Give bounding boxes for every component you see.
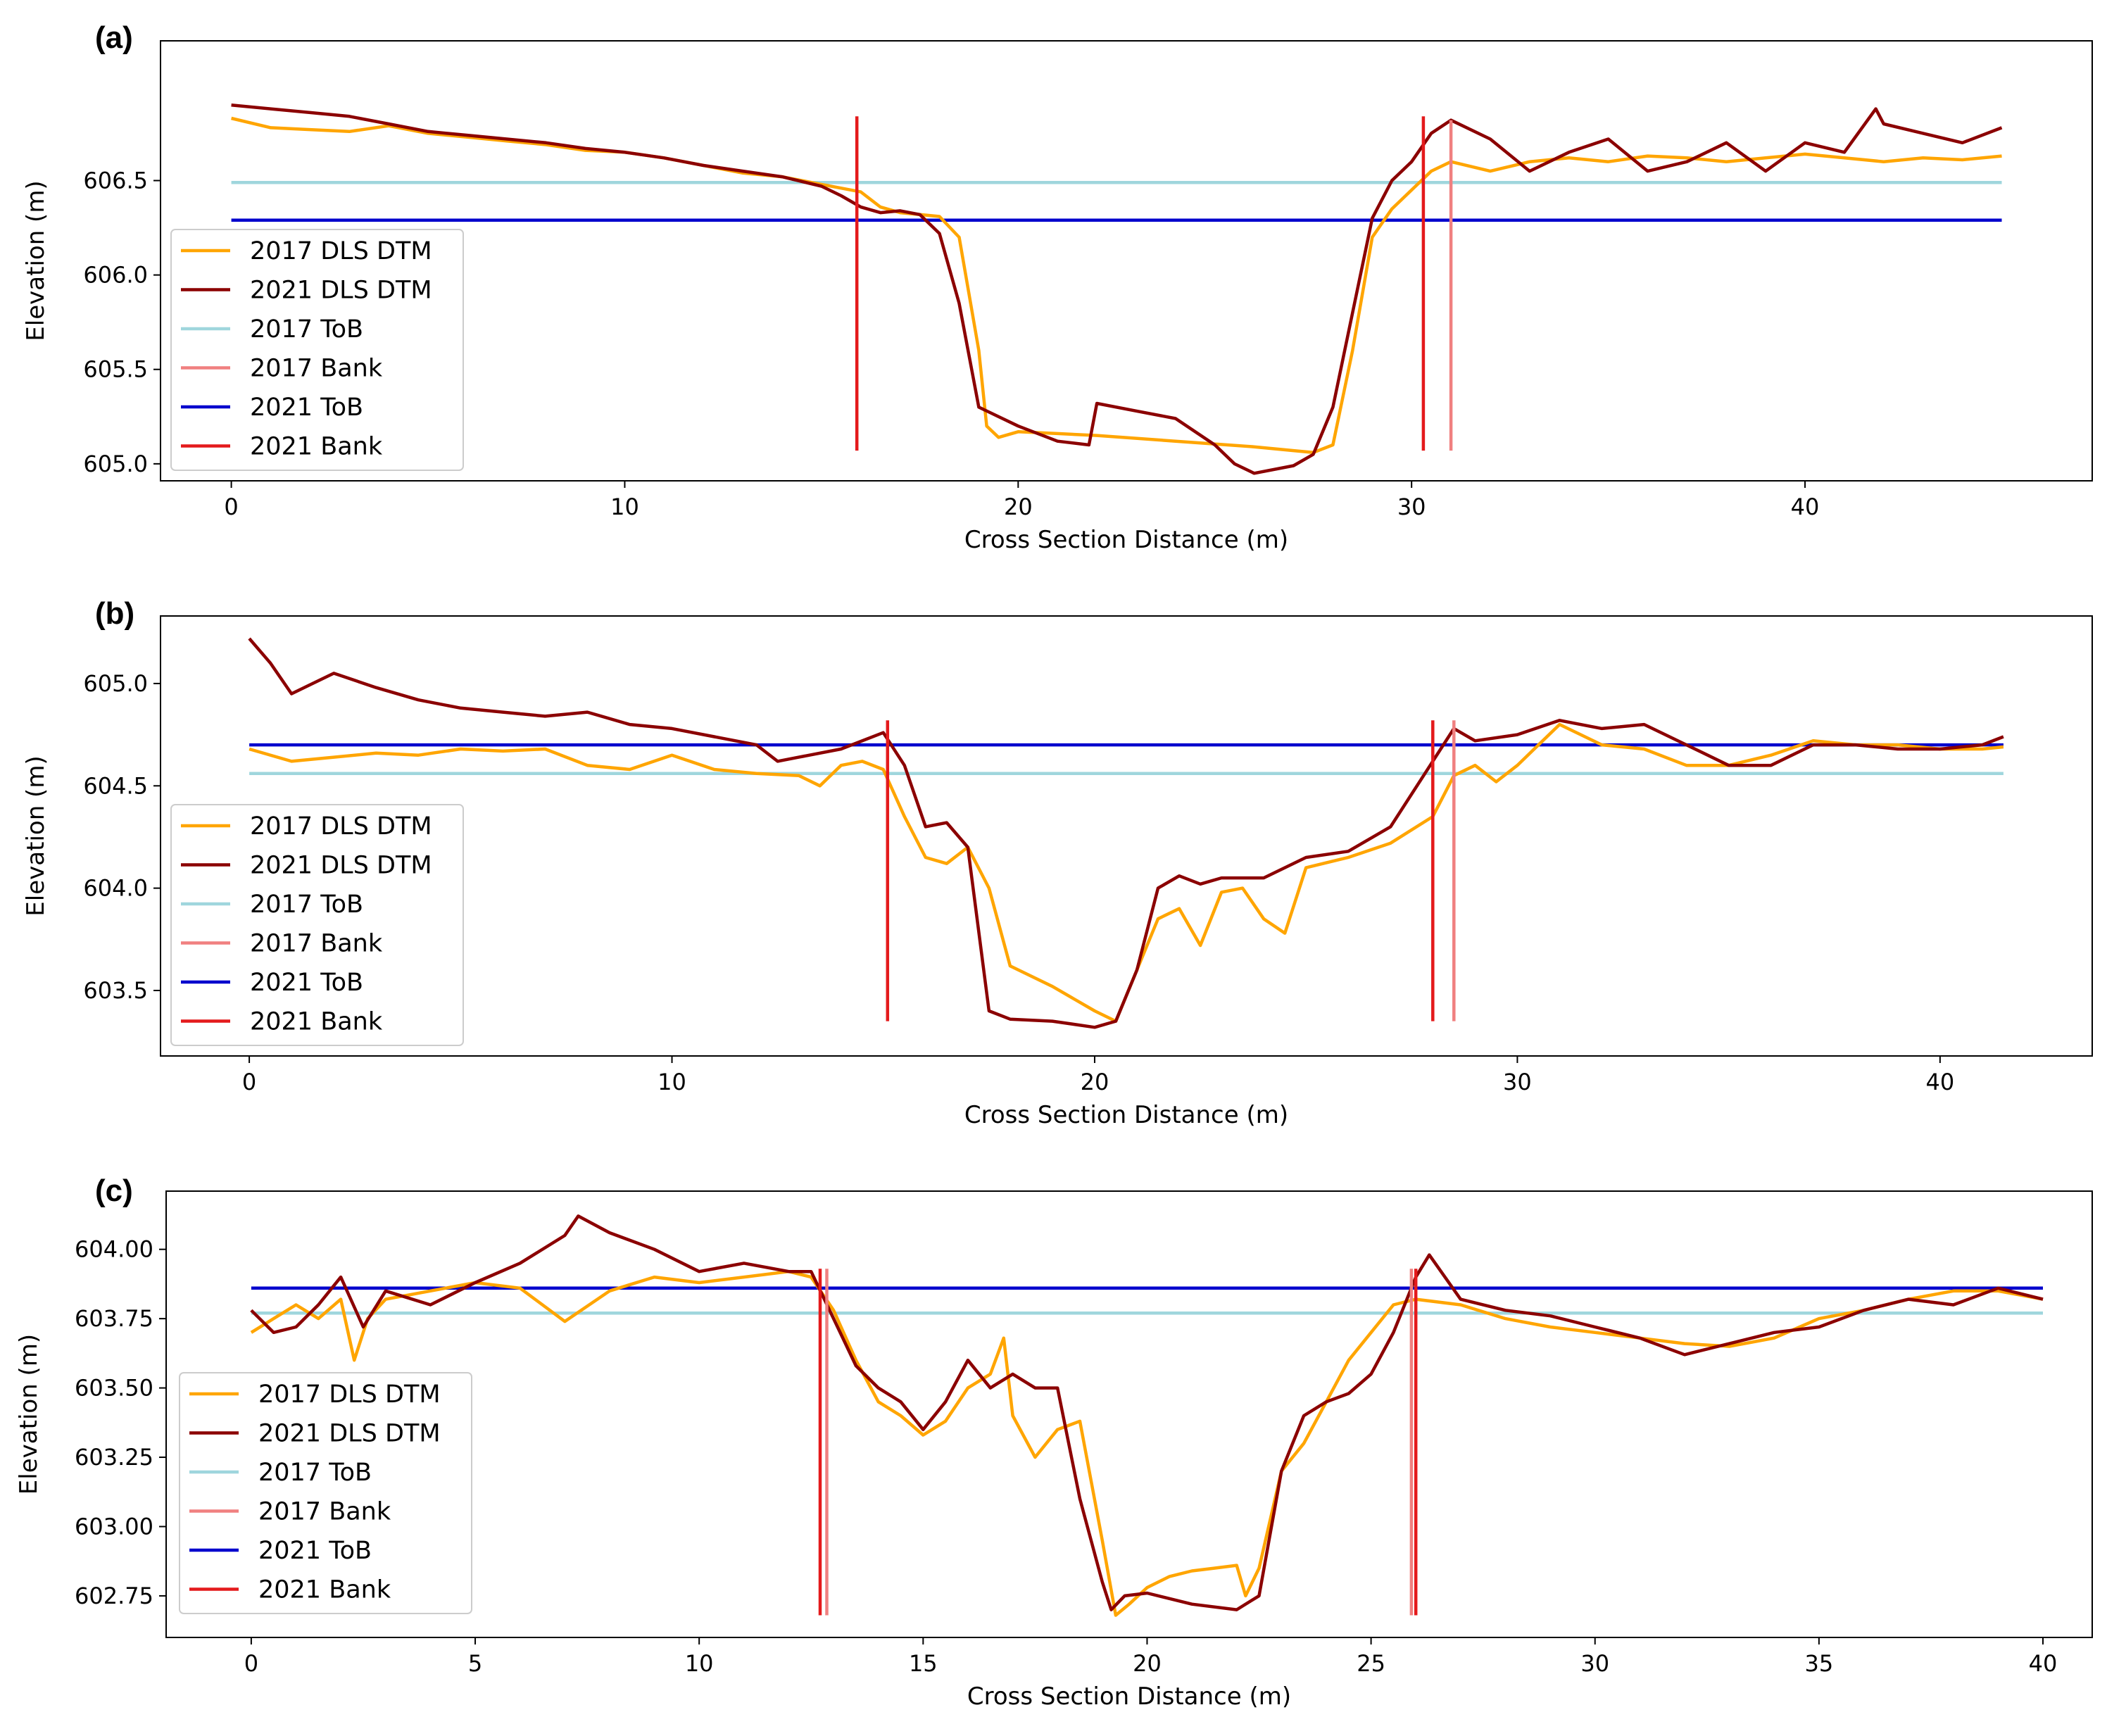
x-axis-label: Cross Section Distance (m)	[964, 526, 1288, 554]
legend-label-2017-dls-dtm: 2017 DLS DTM	[250, 237, 432, 265]
y-tick-label: 605.5	[83, 356, 148, 383]
axes-frame	[160, 615, 2093, 1057]
legend: 2017 DLS DTM 2021 DLS DTM 2017 ToB 2017 Ban…	[179, 1372, 472, 1614]
panel-b: 0 10 20 30 40 603.5 604.0 604.5 605.0 Cross Secti…	[22, 596, 2093, 1129]
x-axis-label: Cross Section Distance (m)	[964, 1101, 1288, 1129]
legend-label-2021-bank: 2021 Bank	[250, 1008, 383, 1036]
legend-box	[170, 804, 464, 1046]
legend-label-2017-tob: 2017 ToB	[258, 1459, 372, 1487]
panel-label: (a)	[95, 20, 133, 55]
series-line-2017-dls-dtm	[249, 722, 2004, 1023]
y-tick-label: 604.0	[83, 875, 148, 902]
y-axis-label: Elevation (m)	[22, 755, 50, 916]
legend-label-2017-bank: 2017 Bank	[258, 1498, 391, 1526]
x-tick-label: 20	[1004, 493, 1033, 520]
x-tick-label: 35	[1805, 1650, 1834, 1677]
y-tick-label: 605.0	[83, 670, 148, 697]
plot-area	[250, 1214, 2044, 1617]
series-line-2021-dls-dtm	[248, 637, 2004, 1029]
y-tick-label: 605.0	[83, 451, 148, 477]
y-tick-label: 603.25	[75, 1444, 153, 1471]
x-tick-label: 25	[1357, 1650, 1385, 1677]
x-tick-label: 5	[468, 1650, 482, 1677]
x-tick-label: 0	[224, 493, 238, 520]
legend-label-2021-dls-dtm: 2021 DLS DTM	[250, 852, 432, 880]
plot-area	[231, 103, 2003, 475]
legend-label-2017-bank: 2017 Bank	[250, 355, 383, 383]
legend: 2017 DLS DTM 2021 DLS DTM 2017 ToB 2017 Ban…	[170, 804, 464, 1046]
x-tick-label: 40	[1791, 493, 1820, 520]
legend: 2017 DLS DTM 2021 DLS DTM 2017 ToB 2017 Ban…	[170, 229, 464, 471]
legend-label-2021-dls-dtm: 2021 DLS DTM	[250, 277, 432, 305]
x-tick-label: 30	[1580, 1650, 1609, 1677]
x-tick-label: 15	[909, 1650, 938, 1677]
legend-label-2021-tob: 2021 ToB	[250, 394, 363, 422]
legend-label-2017-tob: 2017 ToB	[250, 315, 363, 344]
y-tick-label: 603.00	[75, 1513, 153, 1540]
legend-label-2017-dls-dtm: 2017 DLS DTM	[258, 1380, 441, 1409]
legend-label-2021-bank: 2021 Bank	[258, 1576, 391, 1604]
x-tick-label: 10	[685, 1650, 714, 1677]
x-tick-label: 20	[1081, 1069, 1109, 1095]
x-tick-label: 20	[1133, 1650, 1162, 1677]
y-tick-label: 606.0	[83, 262, 148, 289]
y-tick-label: 603.75	[75, 1305, 153, 1332]
axes-frame	[160, 40, 2093, 482]
series-line-2021-dls-dtm	[250, 1214, 2044, 1611]
axes-frame	[165, 1190, 2093, 1638]
legend-label-2021-dls-dtm: 2021 DLS DTM	[258, 1420, 441, 1448]
x-tick-label: 0	[244, 1650, 258, 1677]
y-axis-label: Elevation (m)	[15, 1334, 43, 1495]
panel-label: (c)	[95, 1174, 133, 1208]
legend-box	[179, 1372, 472, 1614]
x-tick-label: 30	[1397, 493, 1426, 520]
legend-label-2017-dls-dtm: 2017 DLS DTM	[250, 812, 432, 841]
y-tick-label: 603.50	[75, 1375, 153, 1402]
y-tick-label: 604.00	[75, 1236, 153, 1263]
y-tick-label: 604.5	[83, 772, 148, 799]
legend-label-2017-bank: 2017 Bank	[250, 930, 383, 958]
y-tick-label: 603.5	[83, 977, 148, 1004]
legend-label-2021-tob: 2021 ToB	[250, 969, 363, 997]
x-axis-label: Cross Section Distance (m)	[967, 1682, 1291, 1711]
y-axis-label: Elevation (m)	[22, 180, 50, 341]
y-tick-label: 606.5	[83, 167, 148, 194]
legend-label-2021-bank: 2021 Bank	[250, 433, 383, 461]
legend-label-2021-tob: 2021 ToB	[258, 1537, 372, 1565]
x-tick-label: 30	[1503, 1069, 1532, 1095]
y-tick-label: 602.75	[75, 1583, 153, 1609]
panel-label: (b)	[95, 596, 134, 631]
plot-area	[248, 637, 2004, 1029]
series-line-2017-dls-dtm	[250, 1269, 2044, 1617]
legend-label-2017-tob: 2017 ToB	[250, 891, 363, 919]
panel-a: 0 10 20 30 40 605.0 605.5 606.0 606.5 Cross Secti…	[22, 20, 2093, 554]
x-tick-label: 40	[1925, 1069, 1954, 1095]
x-tick-label: 10	[658, 1069, 686, 1095]
legend-box	[170, 229, 464, 471]
x-tick-label: 10	[610, 493, 639, 520]
series-line-2017-dls-dtm	[231, 116, 2002, 455]
x-tick-label: 0	[242, 1069, 256, 1095]
panel-c: 0 5 10 15 20 25 30 35 40 602.75 603.00 603.25 603.50…	[15, 1174, 2093, 1711]
series-line-2021-dls-dtm	[231, 103, 2003, 475]
x-tick-label: 40	[2029, 1650, 2058, 1677]
